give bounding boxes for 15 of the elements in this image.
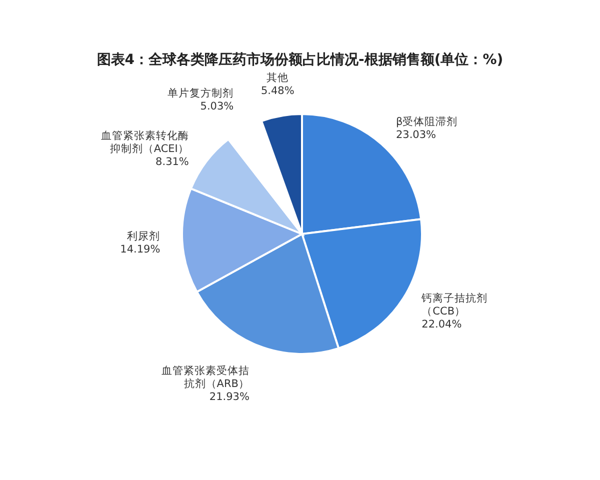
data-label: 8.31% xyxy=(156,156,189,168)
slice-label: β受体阻滞剂 xyxy=(396,115,458,128)
slice-label: 钙离子拮抗剂（CCB） xyxy=(420,291,488,318)
data-label: 23.03% xyxy=(396,129,436,142)
data-label: 5.48% xyxy=(260,85,294,98)
data-label: 14.19% xyxy=(120,244,160,256)
slice-label: 利尿剂 xyxy=(127,230,160,243)
data-label: 5.03% xyxy=(200,100,234,113)
slice-label: 血管紧张素受体拮抗剂（ARB） xyxy=(161,364,250,390)
slice-label: 其他 xyxy=(266,71,289,84)
chart-title: 图表4：全球各类降压药市场份额占比情况-根据销售额(单位：%) xyxy=(96,51,504,68)
slice-label: 血管紧张素转化酶抑制剂（ACEI） xyxy=(100,129,189,156)
data-label: 21.93% xyxy=(209,390,250,403)
data-label: 22.04% xyxy=(422,318,462,330)
slice-label: 单片复方制剂 xyxy=(168,86,234,100)
